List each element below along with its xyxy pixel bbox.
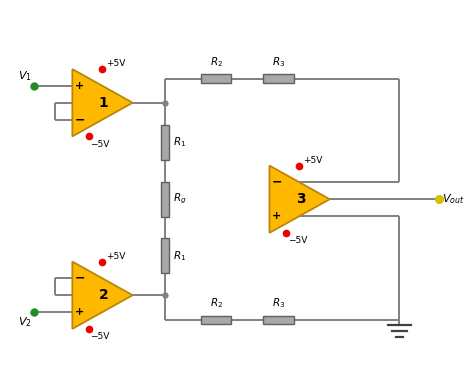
Text: $V_{out}$: $V_{out}$ (442, 192, 465, 206)
Text: +: + (75, 81, 84, 91)
Text: −: − (74, 113, 85, 126)
Text: +: + (272, 211, 282, 221)
Text: $R_2$: $R_2$ (210, 55, 223, 69)
Text: +5V: +5V (303, 156, 323, 165)
Bar (161, 238, 169, 273)
Text: −: − (74, 272, 85, 285)
Text: $V_2$: $V_2$ (18, 315, 32, 328)
Text: $R_3$: $R_3$ (272, 296, 285, 310)
Text: −5V: −5V (91, 332, 110, 341)
Bar (161, 125, 169, 160)
Text: −5V: −5V (91, 140, 110, 149)
Text: $R_3$: $R_3$ (272, 55, 285, 69)
Text: −: − (272, 176, 282, 189)
Text: +5V: +5V (106, 252, 126, 261)
Text: $V_1$: $V_1$ (18, 69, 32, 83)
Text: $R_2$: $R_2$ (210, 296, 223, 310)
Text: 1: 1 (99, 96, 108, 110)
Polygon shape (269, 165, 330, 233)
Polygon shape (73, 69, 133, 136)
Text: $R_1$: $R_1$ (173, 249, 186, 263)
Bar (201, 74, 231, 83)
Text: 2: 2 (99, 288, 108, 302)
Text: $R_1$: $R_1$ (173, 135, 186, 149)
Text: 3: 3 (296, 192, 305, 206)
Bar (264, 316, 294, 324)
Bar (264, 74, 294, 83)
Bar (201, 316, 231, 324)
Text: $R_g$: $R_g$ (173, 192, 187, 206)
Bar (161, 181, 169, 217)
Text: +5V: +5V (106, 59, 126, 68)
Text: +: + (75, 307, 84, 317)
Polygon shape (73, 262, 133, 329)
Text: −5V: −5V (288, 236, 307, 245)
